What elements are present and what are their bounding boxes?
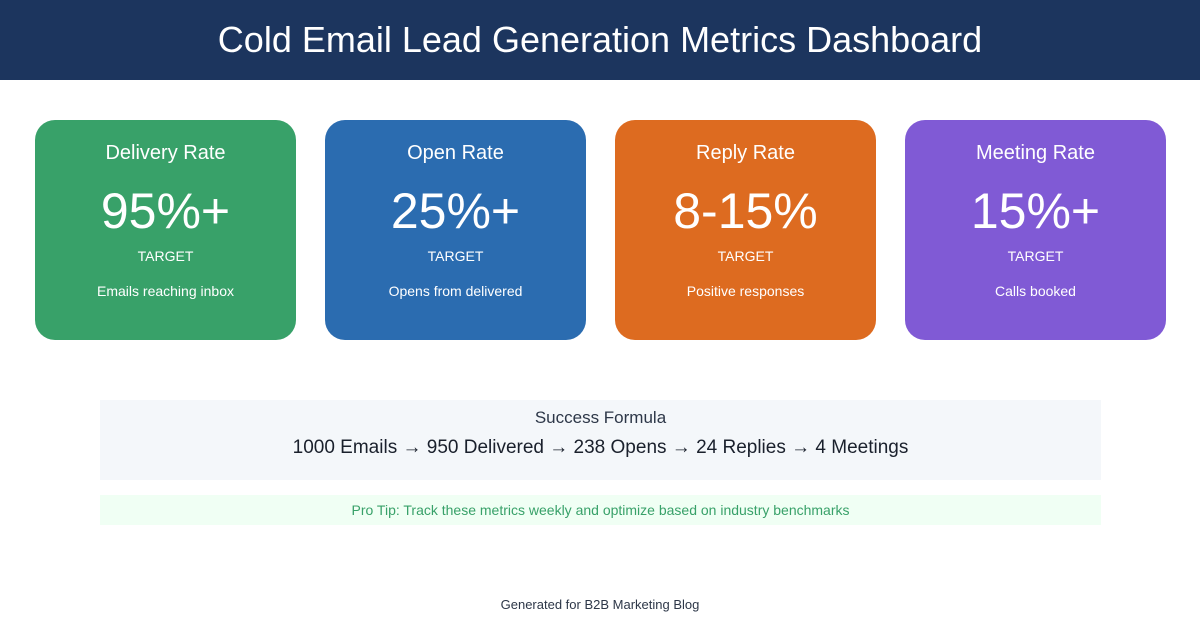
card-value: 95%+: [100, 183, 231, 239]
card-title: Delivery Rate: [105, 142, 226, 164]
card-label: TARGET: [427, 248, 484, 264]
card-value: 25%+: [390, 183, 521, 239]
card-title: Reply Rate: [696, 142, 795, 164]
header-title: Cold Email Lead Generation Metrics Dashb…: [0, 0, 1200, 80]
metric-card: Meeting Rate 15%+ TARGET Calls booked: [905, 120, 1166, 340]
metric-card: Delivery Rate 95%+ TARGET Emails reachin…: [35, 120, 296, 340]
card-label: TARGET: [1007, 248, 1064, 264]
card-title: Meeting Rate: [976, 142, 1095, 164]
card-description: Opens from delivered: [388, 283, 523, 299]
metric-card: Open Rate 25%+ TARGET Opens from deliver…: [325, 120, 586, 340]
pro-tip: Pro Tip: Track these metrics weekly and …: [100, 495, 1101, 525]
formula-text: 1000 Emails → 950 Delivered → 238 Opens …: [292, 437, 909, 458]
formula-box: Success Formula 1000 Emails → 950 Delive…: [100, 400, 1101, 480]
metric-card: Reply Rate 8-15% TARGET Positive respons…: [615, 120, 876, 340]
card-title: Open Rate: [407, 142, 504, 164]
card-value: 15%+: [970, 183, 1101, 239]
card-label: TARGET: [137, 248, 194, 264]
card-description: Positive responses: [686, 283, 805, 299]
card-value: 8-15%: [673, 183, 818, 239]
formula-title: Success Formula: [534, 408, 667, 427]
card-label: TARGET: [717, 248, 774, 264]
footer: Generated for B2B Marketing Blog: [500, 597, 700, 612]
card-description: Calls booked: [995, 283, 1076, 299]
card-description: Emails reaching inbox: [97, 283, 234, 299]
